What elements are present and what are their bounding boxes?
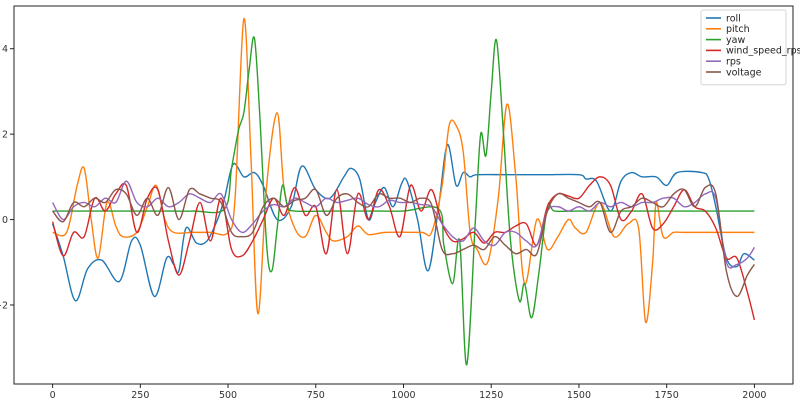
y-tick-label: 4: [2, 44, 8, 55]
x-tick-label: 0: [50, 390, 56, 401]
axis-layer: 0 250 500 750 1000 1250 1500 1750 2000 −2 0 2 4: [0, 44, 766, 401]
x-tick-label: 1250: [479, 390, 503, 401]
series-line-yaw: [52, 36, 755, 366]
x-tick-label: 2000: [742, 390, 766, 401]
series-line-pitch: [52, 18, 755, 323]
x-tick-label: 750: [307, 390, 325, 401]
x-tick-label: 250: [131, 390, 149, 401]
x-tick-label: 1750: [655, 390, 679, 401]
legend-label: voltage: [726, 67, 762, 78]
series-line-wind-speed-rps: [51, 176, 756, 321]
legend-label: rps: [726, 57, 741, 68]
x-tick-label: 1000: [391, 390, 415, 401]
legend-label: yaw: [726, 35, 745, 46]
y-tick-label: −2: [0, 300, 8, 311]
x-tick-label: 1500: [567, 390, 591, 401]
legend-label: pitch: [726, 24, 750, 35]
legend-label: roll: [726, 13, 741, 24]
y-tick-label: 2: [2, 130, 8, 141]
plot-area: [13, 5, 794, 385]
x-tick-label: 500: [219, 390, 237, 401]
legend-label: wind_speed_rps: [726, 46, 800, 57]
y-tick-label: 0: [2, 215, 8, 226]
series-line-rps: [51, 180, 755, 269]
legend-box: [700, 9, 787, 86]
series-line-voltage: [52, 184, 755, 298]
series-layer: [51, 18, 756, 366]
